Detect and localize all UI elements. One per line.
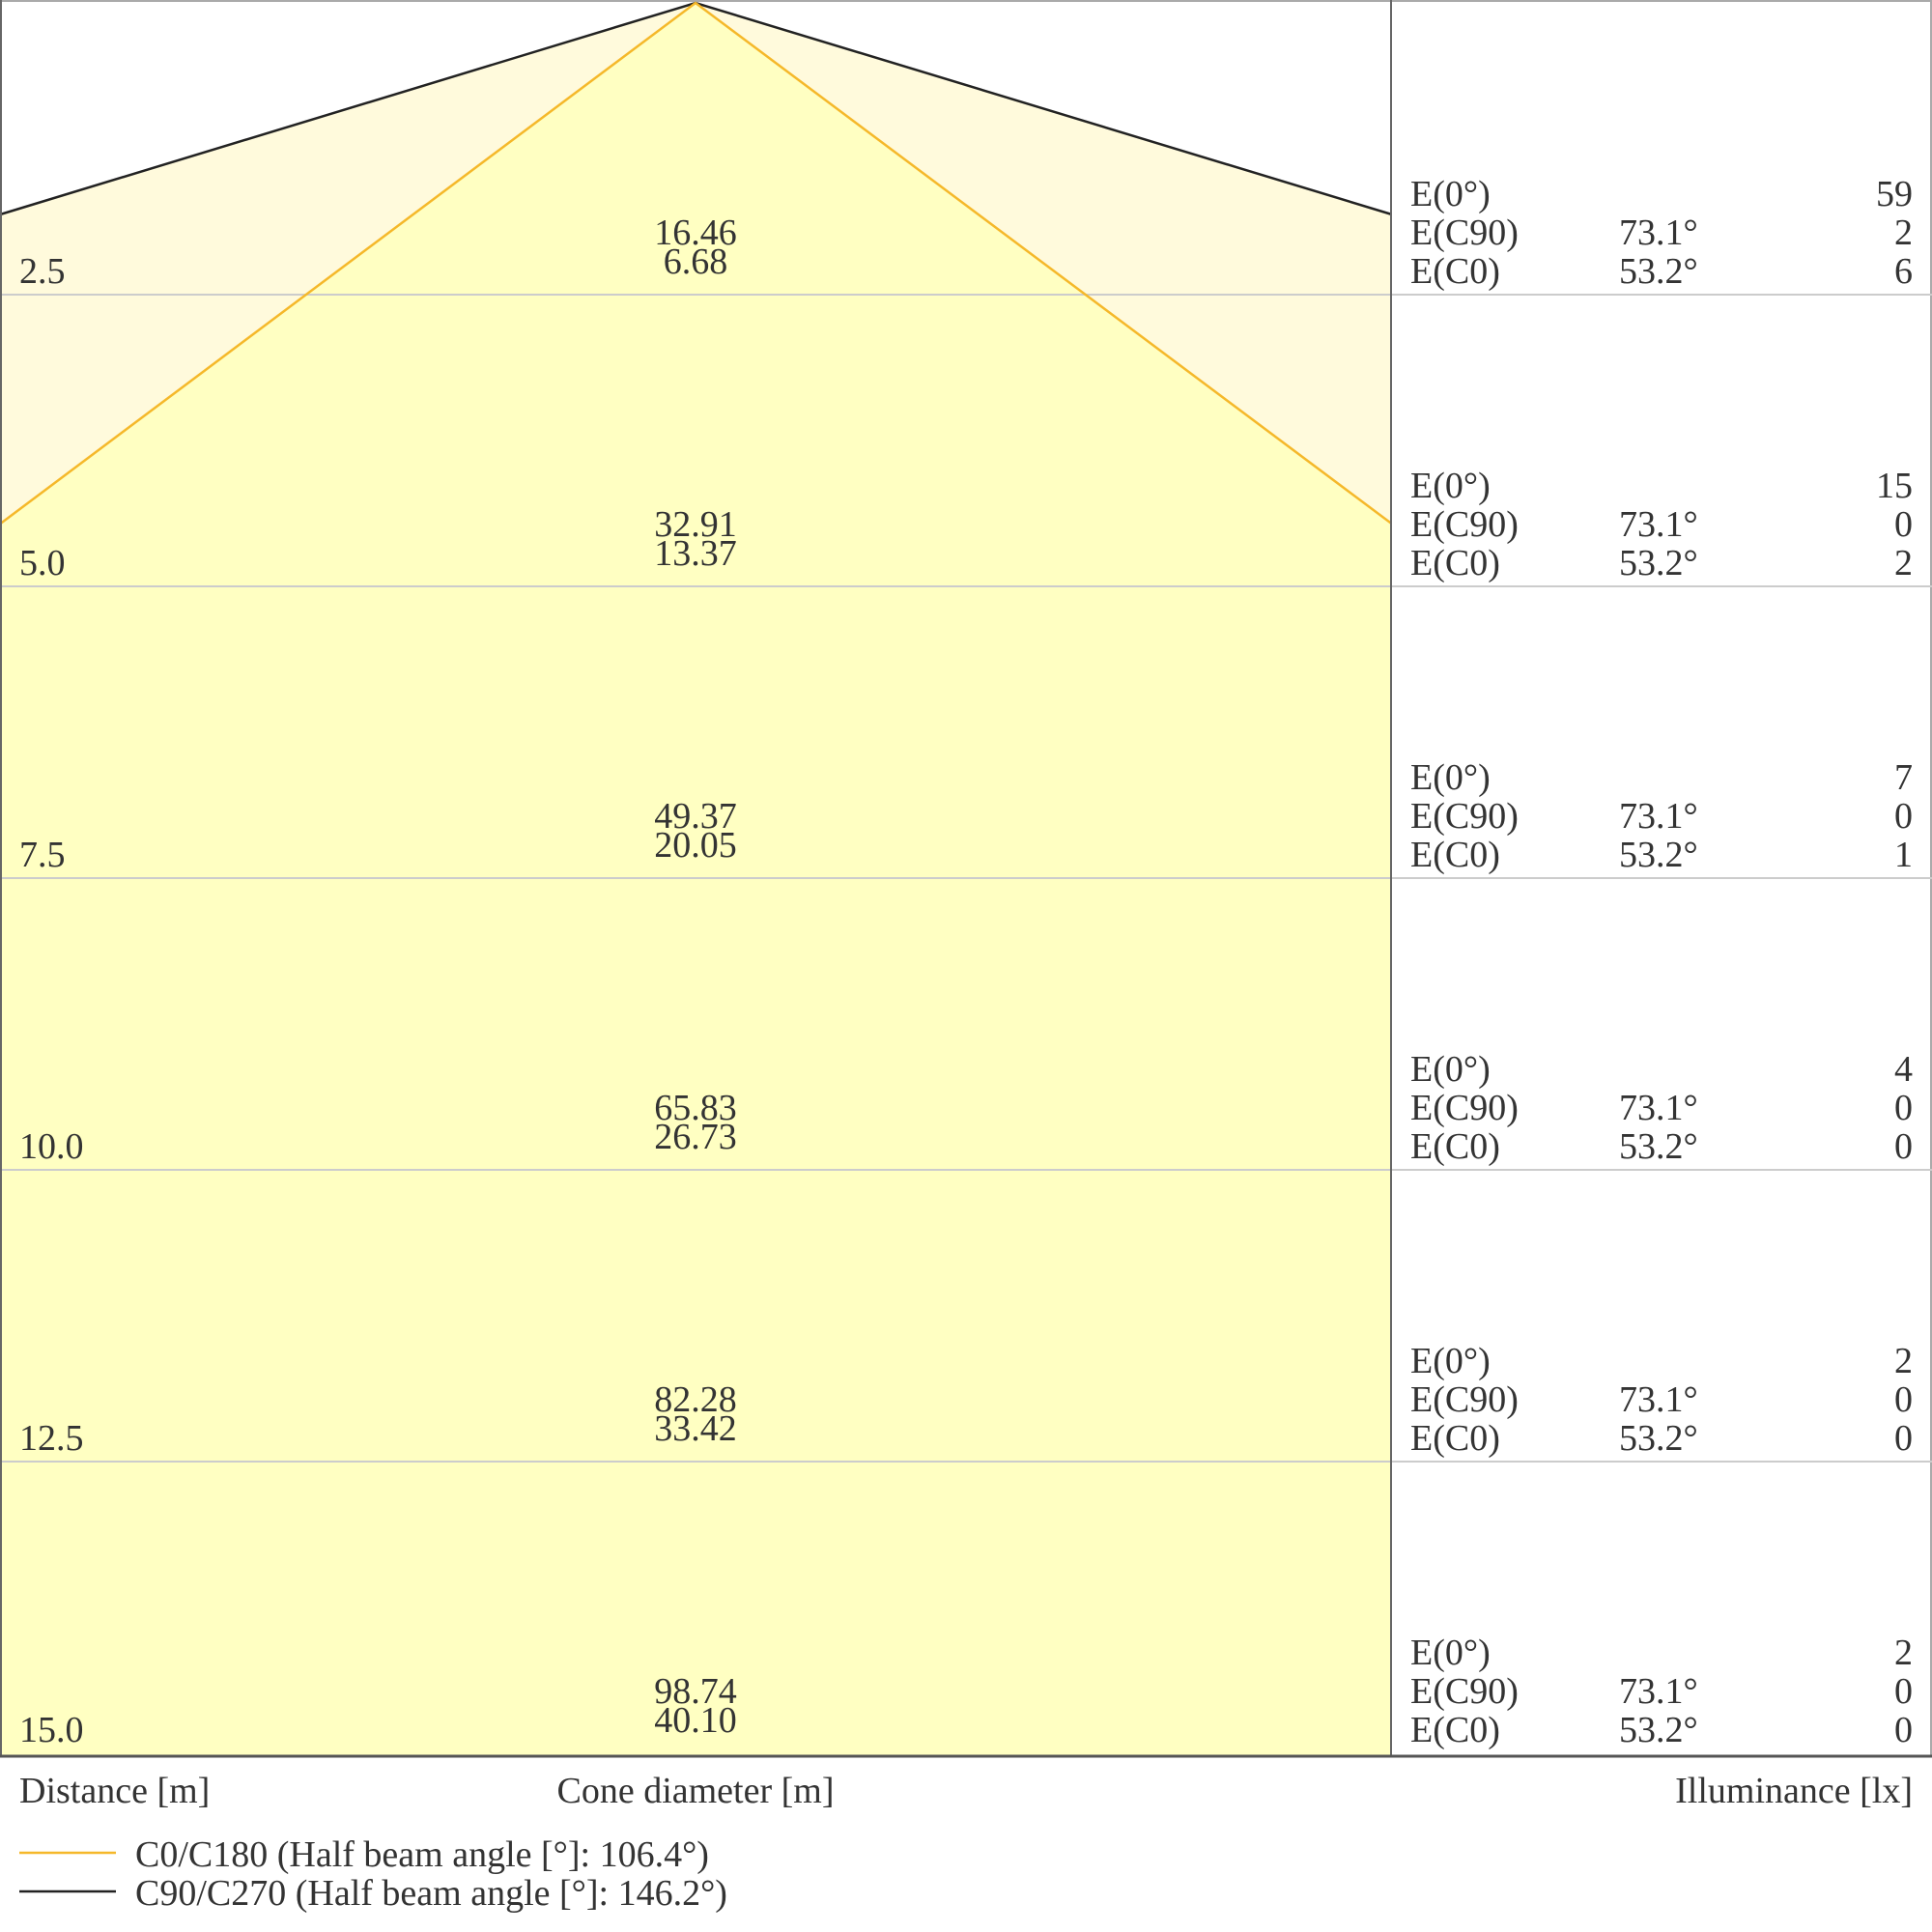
illuminance-row-label: E(C90) — [1410, 796, 1519, 837]
cone-diameter-c90-label: 65.83 — [654, 1088, 737, 1128]
cone-diameter-c90-label: 32.91 — [654, 504, 737, 545]
illuminance-angle: 53.2° — [1619, 1710, 1698, 1750]
illuminance-row-label: E(C0) — [1410, 1710, 1500, 1750]
illuminance-value: 2 — [1894, 1341, 1913, 1381]
illuminance-angle: 73.1° — [1619, 504, 1698, 545]
illuminance-row-label: E(C0) — [1410, 1126, 1500, 1167]
distance-tick-label: 15.0 — [19, 1710, 84, 1750]
illuminance-row-label: E(C0) — [1410, 1418, 1500, 1459]
illuminance-angle: 53.2° — [1619, 835, 1698, 875]
illuminance-angle: 73.1° — [1619, 1379, 1698, 1420]
illuminance-value: 2 — [1894, 213, 1913, 253]
distance-tick-label: 2.5 — [19, 251, 66, 292]
cone-diameter-c90-label: 16.46 — [654, 213, 737, 253]
cone-diameter-c0-label: 20.05 — [654, 825, 737, 866]
cone-diameter-axis-label: Cone diameter [m] — [556, 1771, 834, 1811]
illuminance-value: 4 — [1894, 1049, 1913, 1090]
cone-diameter-c0-label: 40.10 — [654, 1700, 737, 1741]
distance-tick-label: 10.0 — [19, 1126, 84, 1167]
illuminance-angle: 53.2° — [1619, 251, 1698, 292]
illuminance-angle: 73.1° — [1619, 213, 1698, 253]
illuminance-row-label: E(C0) — [1410, 835, 1500, 875]
illuminance-row-label: E(0°) — [1410, 757, 1491, 798]
cone-diameter-c0-label: 33.42 — [654, 1408, 737, 1449]
c0-c180-beam-line — [0, 1, 1392, 525]
illuminance-value: 0 — [1894, 1126, 1913, 1167]
distance-tick-label: 7.5 — [19, 835, 66, 875]
illuminance-value: 0 — [1894, 1710, 1913, 1750]
illuminance-value: 7 — [1894, 757, 1913, 798]
illuminance-axis-label: Illuminance [lx] — [1675, 1771, 1913, 1811]
cone-diameter-c90-label: 49.37 — [654, 796, 737, 837]
illuminance-value: 0 — [1894, 1379, 1913, 1420]
illuminance-row-label: E(C90) — [1410, 213, 1519, 253]
illuminance-value: 2 — [1894, 1633, 1913, 1673]
illuminance-value: 15 — [1876, 466, 1913, 506]
illuminance-row-label: E(C0) — [1410, 251, 1500, 292]
illuminance-angle: 73.1° — [1619, 796, 1698, 837]
legend-label-c90: C90/C270 (Half beam angle [°]: 146.2°) — [135, 1873, 727, 1914]
illuminance-value: 0 — [1894, 796, 1913, 837]
distance-tick-label: 5.0 — [19, 543, 66, 583]
illuminance-value: 59 — [1876, 174, 1913, 214]
illuminance-angle: 73.1° — [1619, 1671, 1698, 1712]
distance-tick-label: 12.5 — [19, 1418, 84, 1459]
illuminance-value: 0 — [1894, 1088, 1913, 1128]
illuminance-angle: 53.2° — [1619, 1126, 1698, 1167]
illuminance-value: 0 — [1894, 504, 1913, 545]
illuminance-angle: 73.1° — [1619, 1088, 1698, 1128]
illuminance-value: 2 — [1894, 543, 1913, 583]
illuminance-value: 6 — [1894, 251, 1913, 292]
illuminance-value: 0 — [1894, 1671, 1913, 1712]
legend: C0/C180 (Half beam angle [°]: 106.4°) C9… — [19, 1834, 727, 1914]
illuminance-value: 0 — [1894, 1418, 1913, 1459]
cone-diameter-c90-label: 82.28 — [654, 1379, 737, 1420]
cone-diameter-c0-label: 26.73 — [654, 1117, 737, 1157]
cone-diameter-c0-label: 13.37 — [654, 533, 737, 574]
illuminance-angle: 53.2° — [1619, 543, 1698, 583]
illuminance-row-label: E(C90) — [1410, 1671, 1519, 1712]
c0-cone-area — [1, 3, 1391, 1756]
distance-row: 2.5 16.466.68 E(0°) 59 E(C90) 73.1° 2 E(C0) 53.2… — [19, 174, 1913, 292]
illuminance-row-label: E(0°) — [1410, 1633, 1491, 1673]
cone-diameter-c0-label: 6.68 — [664, 242, 728, 282]
cone-diameter-c90-label: 98.74 — [654, 1671, 737, 1712]
illuminance-row-label: E(0°) — [1410, 1341, 1491, 1381]
illuminance-angle: 53.2° — [1619, 1418, 1698, 1459]
illuminance-row-label: E(0°) — [1410, 1049, 1491, 1090]
illuminance-row-label: E(C90) — [1410, 1088, 1519, 1128]
illuminance-value: 1 — [1894, 835, 1913, 875]
illuminance-row-label: E(C90) — [1410, 1379, 1519, 1420]
illuminance-row-label: E(0°) — [1410, 174, 1491, 214]
distance-axis-label: Distance [m] — [19, 1771, 210, 1811]
legend-label-c0: C0/C180 (Half beam angle [°]: 106.4°) — [135, 1834, 709, 1875]
illuminance-row-label: E(C90) — [1410, 504, 1519, 545]
illuminance-row-label: E(C0) — [1410, 543, 1500, 583]
illuminance-row-label: E(0°) — [1410, 466, 1491, 506]
